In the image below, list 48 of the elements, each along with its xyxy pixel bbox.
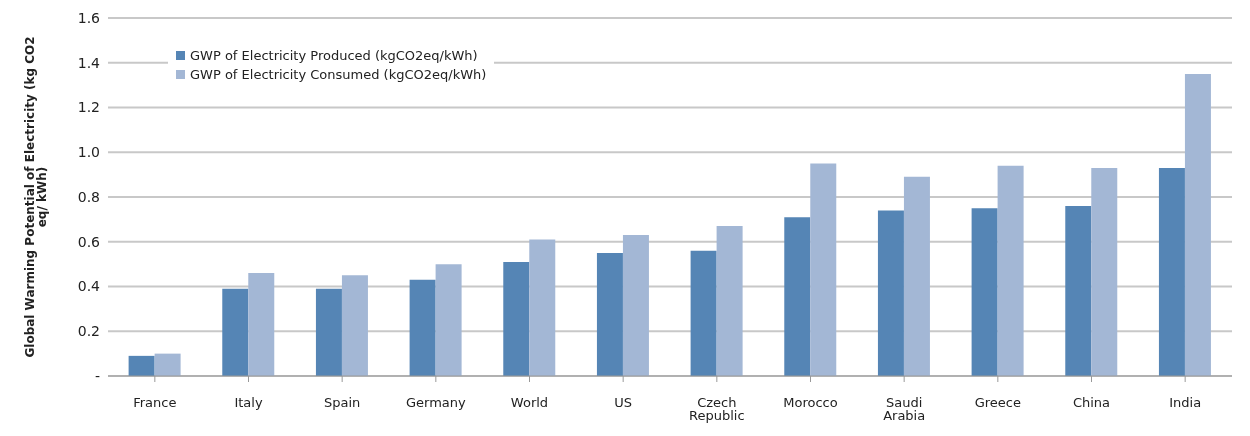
legend-label: GWP of Electricity Produced (kgCO2eq/kWh)	[190, 48, 478, 63]
bar	[1065, 205, 1092, 376]
bar	[877, 210, 904, 376]
x-tick-label: Morocco	[783, 395, 838, 411]
x-tick-label: Germany	[405, 395, 467, 411]
bar	[971, 208, 998, 376]
bar	[1091, 167, 1118, 376]
bar	[784, 217, 811, 376]
bar	[529, 239, 556, 376]
bar	[435, 264, 462, 376]
bar	[690, 250, 717, 376]
y-tick-label: 1.2	[77, 99, 100, 116]
x-tick-label: China	[1072, 395, 1111, 411]
legend-label: GWP of Electricity Consumed (kgCO2eq/kWh)	[190, 67, 487, 82]
x-tick-label: World	[510, 395, 549, 411]
bar	[997, 165, 1024, 376]
x-tick-label: US	[614, 395, 633, 411]
y-tick-label: -	[94, 367, 100, 384]
y-axis-title: Global Warming Potential of Electricity (kg CO2 eq/ kWh)	[23, 36, 50, 358]
x-tick-label: Czech Republic	[689, 395, 745, 424]
y-tick-label: 0.8	[77, 188, 100, 205]
x-tick-label: India	[1169, 395, 1202, 411]
y-tick-label: 0.2	[77, 323, 100, 340]
bar	[409, 279, 436, 376]
y-tick-label: 1.4	[77, 54, 101, 71]
x-tick-label: Italy	[234, 395, 263, 411]
bar	[315, 288, 342, 376]
bar	[503, 261, 530, 376]
bar	[596, 252, 623, 376]
x-tick-label: France	[133, 395, 177, 411]
y-tick-label: 1.6	[77, 9, 101, 26]
bar	[154, 353, 181, 376]
bar	[716, 226, 743, 376]
bar	[1184, 73, 1211, 376]
x-tick-label: Saudi Arabia	[883, 395, 926, 424]
y-tick-label: 1.0	[77, 144, 100, 161]
bar	[1158, 167, 1185, 376]
bar	[128, 355, 155, 376]
bar	[222, 288, 249, 376]
bar	[810, 163, 837, 376]
x-tick-label: Spain	[324, 395, 361, 411]
x-tick-label: Greece	[974, 395, 1021, 411]
bar	[341, 275, 368, 376]
bar	[903, 176, 930, 376]
y-tick-label: 0.6	[77, 233, 101, 250]
bar	[248, 273, 275, 376]
y-tick-label: 0.4	[77, 278, 101, 295]
bar	[622, 235, 649, 376]
